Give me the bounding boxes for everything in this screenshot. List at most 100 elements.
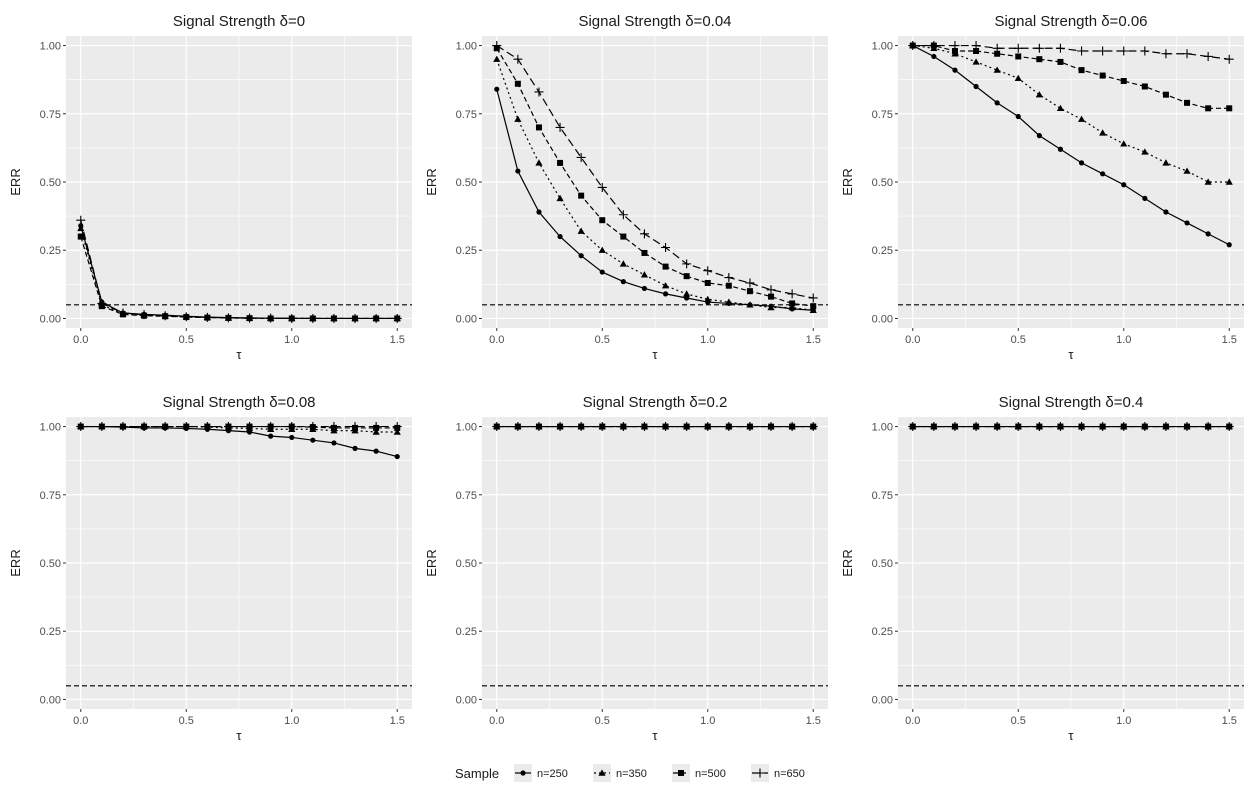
y-tick-label: 0.00	[40, 694, 61, 706]
y-tick-label: 0.50	[872, 177, 893, 189]
data-point	[578, 192, 585, 199]
x-tick-label: 0.5	[179, 334, 194, 346]
panel-title: Signal Strength δ=0.4	[999, 394, 1144, 411]
data-point	[1077, 422, 1087, 432]
data-point	[809, 306, 817, 313]
x-tick-label: 1.5	[806, 715, 821, 727]
data-point	[950, 422, 960, 432]
data-point	[1078, 67, 1085, 74]
data-point	[1142, 195, 1148, 201]
data-point	[597, 422, 607, 432]
data-point	[641, 285, 648, 292]
data-point	[1119, 46, 1129, 56]
data-point	[1098, 422, 1108, 432]
data-point	[703, 422, 713, 432]
data-point	[661, 422, 671, 432]
data-point	[950, 41, 960, 51]
data-point	[973, 48, 980, 55]
data-point	[682, 422, 692, 432]
data-point	[76, 422, 86, 432]
data-point	[725, 282, 732, 289]
data-point	[1163, 209, 1169, 215]
data-point	[789, 300, 796, 307]
x-tick-label: 1.5	[1222, 715, 1237, 727]
data-point	[1182, 422, 1192, 432]
data-point	[308, 422, 318, 432]
data-point	[514, 80, 521, 87]
data-point	[329, 422, 339, 432]
data-point	[992, 43, 1002, 53]
legend-label: n=650	[774, 768, 805, 780]
data-point	[1224, 422, 1234, 432]
data-point	[372, 428, 380, 435]
x-tick-label: 1.5	[390, 715, 405, 727]
data-point	[308, 313, 318, 323]
data-point	[576, 152, 586, 162]
x-tick-label: 0.0	[905, 715, 920, 727]
y-tick-label: 0.50	[40, 177, 61, 189]
data-point	[1161, 49, 1171, 59]
series-line	[912, 44, 1230, 60]
data-point	[160, 311, 170, 321]
data-point	[1034, 422, 1044, 432]
y-tick-label: 0.00	[456, 694, 477, 706]
x-tick-label: 1.5	[1222, 334, 1237, 346]
data-point	[1098, 46, 1108, 56]
data-point	[1099, 129, 1107, 136]
legend-label: n=350	[616, 768, 647, 780]
x-tick-label: 1.0	[700, 715, 715, 727]
data-point	[202, 312, 212, 322]
legend-item-n=650: n=650	[751, 764, 805, 782]
data-point	[619, 260, 627, 267]
data-point	[352, 445, 358, 451]
data-point	[492, 41, 502, 51]
data-point	[577, 227, 585, 234]
x-tick-label: 1.0	[284, 715, 299, 727]
data-point	[1057, 146, 1064, 152]
data-point	[371, 313, 381, 323]
y-tick-label: 0.50	[872, 558, 893, 570]
data-point	[513, 54, 523, 64]
data-point	[1034, 43, 1044, 53]
data-point	[1162, 159, 1170, 166]
data-point	[513, 422, 523, 432]
y-axis-title: ERR	[8, 549, 23, 576]
data-point	[1056, 104, 1065, 112]
data-point	[1055, 43, 1065, 53]
data-point	[931, 53, 937, 60]
data-point	[810, 303, 817, 310]
data-point	[971, 422, 981, 432]
data-point	[992, 422, 1002, 432]
panel-1: Signal Strength δ=0 0.00 0.25 0.50 0.75 1.00 0…	[8, 13, 412, 362]
data-point	[578, 253, 584, 259]
data-point	[994, 100, 1000, 106]
data-point	[268, 433, 274, 439]
data-point	[535, 159, 543, 166]
panel-3: Signal Strength δ=0.06 0.00 0.25 0.50 0.75 1.…	[840, 13, 1244, 362]
data-point	[973, 83, 979, 90]
x-axis-title: τ	[1068, 347, 1074, 362]
data-point	[1100, 171, 1106, 177]
data-point	[639, 229, 649, 239]
legend-marker	[598, 769, 606, 776]
y-tick-label: 0.25	[872, 245, 893, 257]
data-point	[787, 422, 797, 432]
data-point	[703, 266, 713, 276]
data-point	[536, 209, 542, 215]
x-tick-label: 0.5	[595, 334, 610, 346]
data-point	[766, 285, 776, 295]
y-tick-label: 0.00	[872, 694, 893, 706]
data-point	[1119, 422, 1129, 432]
panel-6: Signal Strength δ=0.4 0.00 0.25 0.50 0.75 1.0…	[840, 394, 1244, 743]
y-tick-label: 0.00	[456, 313, 477, 325]
data-point	[951, 48, 958, 55]
data-point	[971, 41, 981, 51]
y-tick-label: 0.50	[40, 558, 61, 570]
y-tick-label: 0.75	[872, 109, 893, 121]
data-point	[746, 288, 753, 295]
y-axis-title: ERR	[8, 168, 23, 195]
legend-marker	[755, 768, 765, 778]
series-n=650	[492, 422, 818, 432]
series-n=650	[908, 41, 1234, 64]
